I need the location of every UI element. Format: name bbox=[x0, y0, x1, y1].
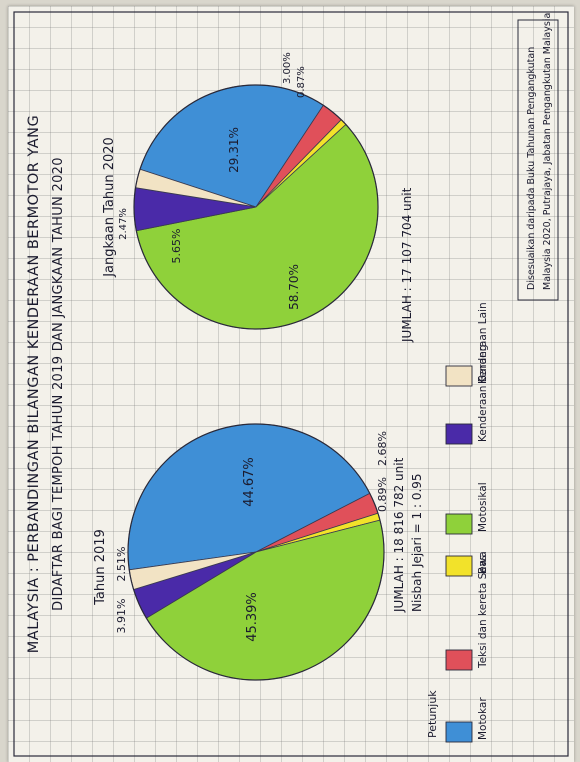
legend-label-barang: Kenderaan Barang bbox=[477, 345, 489, 443]
pie-2020-total: JUMLAH : 17 107 704 unit bbox=[400, 187, 414, 343]
pie-2020-label-lain: 2.47% bbox=[118, 208, 129, 240]
legend-swatch-lain bbox=[445, 365, 473, 387]
legend-label-motosikal: Motosikal bbox=[477, 482, 489, 532]
legend-swatch-bas bbox=[445, 555, 473, 577]
legend-label-lain: Kenderaan Lain bbox=[477, 302, 489, 384]
source-line-1: Disesuaikan daripada Buku Tahunan Pengan… bbox=[526, 47, 537, 290]
legend-label-motokar: Motokar bbox=[477, 697, 489, 740]
pie-2019-label-lain: 2.51% bbox=[115, 547, 128, 582]
pie-2020-outline bbox=[133, 84, 379, 330]
legend-swatch-teksi bbox=[445, 649, 473, 671]
title-line-1: MALAYSIA : PERBANDINGAN BILANGAN KENDERA… bbox=[26, 115, 42, 653]
pie-2020-label-teksi: 3.00% bbox=[282, 52, 293, 84]
pie-2020-label-bas: 0.87% bbox=[296, 66, 307, 98]
pie-2019-label-bas: 0.89% bbox=[376, 477, 389, 512]
pie-2019-outline bbox=[127, 423, 385, 681]
chart-sheet: MALAYSIA : PERBANDINGAN BILANGAN KENDERA… bbox=[13, 11, 569, 757]
pie-2019-title: Tahun 2019 bbox=[93, 529, 108, 606]
legend: Petunjuk Motokar Teksi dan kereta SewaBas… bbox=[426, 302, 489, 743]
legend-swatch-motosikal bbox=[445, 513, 473, 535]
source-line-2: Malaysia 2020, Putrajaya, Jabatan Pengan… bbox=[542, 13, 553, 290]
pie-2020-label-motokar: 29.31% bbox=[227, 127, 241, 173]
legend-label-bas: Bas bbox=[477, 555, 489, 574]
chart-frame bbox=[13, 11, 569, 757]
pie-2019-label-teksi: 2.68% bbox=[376, 431, 389, 466]
pie-2019-label-motokar: 44.67% bbox=[242, 457, 257, 507]
pie-2020-title: Jangkaan Tahun 2020 bbox=[102, 137, 117, 278]
scale-ratio: Nisbah Jejari = 1 : 0.95 bbox=[410, 473, 424, 612]
pie-2019-label-barang: 3.91% bbox=[115, 599, 128, 634]
pie-2020-label-barang: 5.65% bbox=[170, 229, 183, 264]
legend-title: Petunjuk bbox=[426, 690, 439, 738]
legend-swatch-barang bbox=[445, 423, 473, 445]
pie-2020: Jangkaan Tahun 2020 29.31% 3.00% 0.87% 5… bbox=[102, 52, 414, 343]
source-box: Disesuaikan daripada Buku Tahunan Pengan… bbox=[517, 13, 559, 301]
pie-2019: Tahun 2019 44.67% 2.68% 0.89% 45.39% 3.9… bbox=[93, 423, 424, 681]
legend-label-teksi: Teksi dan kereta Sewa bbox=[477, 551, 489, 669]
graph-paper: MALAYSIA : PERBANDINGAN BILANGAN KENDERA… bbox=[8, 6, 574, 762]
title-line-2: DIDAFTAR BAGI TEMPOH TAHUN 2019 DAN JANG… bbox=[51, 157, 66, 611]
pie-2019-label-motosikal: 45.39% bbox=[245, 592, 260, 642]
pie-2019-total: JUMLAH : 18 816 782 unit bbox=[392, 457, 406, 613]
pie-2020-label-motosikal: 58.70% bbox=[287, 264, 301, 310]
legend-swatch-motokar bbox=[445, 721, 473, 743]
